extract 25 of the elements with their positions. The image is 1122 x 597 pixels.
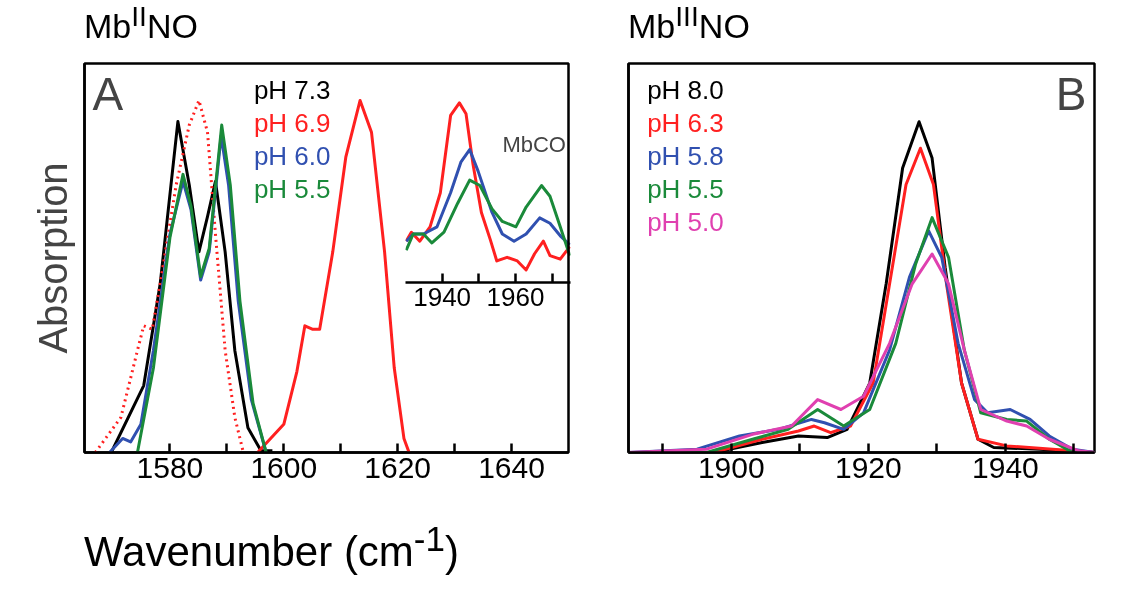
x-tick-label: 1920 (834, 450, 902, 484)
chart-title: Mb$^{III}$NO (628, 0, 750, 48)
text: pH 5.8 (647, 141, 724, 172)
x-tick-label: 1900 (697, 450, 765, 484)
text: pH 7.3 (253, 75, 331, 106)
text: pH 6.3 (647, 108, 724, 139)
x-axis-title: Wavenumber (cm$^{-1}$) (84, 519, 459, 576)
x-tick-label: 1940 (972, 450, 1039, 484)
text: B (1055, 67, 1087, 120)
x-tick-label: 1620 (364, 450, 432, 484)
text: pH 8.0 (647, 75, 724, 106)
series-label: pH 5.5 (253, 174, 331, 205)
x-tick-label: 1600 (250, 450, 318, 484)
x-tick-label: 1580 (136, 450, 204, 484)
annotation: A (92, 67, 124, 120)
x-tick-label: 1960 (486, 281, 545, 312)
text: pH 5.0 (647, 207, 724, 238)
x-tick-label: 1640 (478, 450, 545, 484)
series-label: pH 6.0 (253, 141, 331, 172)
series-label: pH 6.9 (253, 108, 331, 139)
text: MbCO (502, 131, 566, 157)
chart-title: Mb$^{II}$NO (84, 0, 198, 48)
y-axis-title: Absorption (30, 162, 75, 354)
x-tick-label: 1940 (413, 281, 472, 312)
text: pH 5.5 (647, 174, 724, 205)
